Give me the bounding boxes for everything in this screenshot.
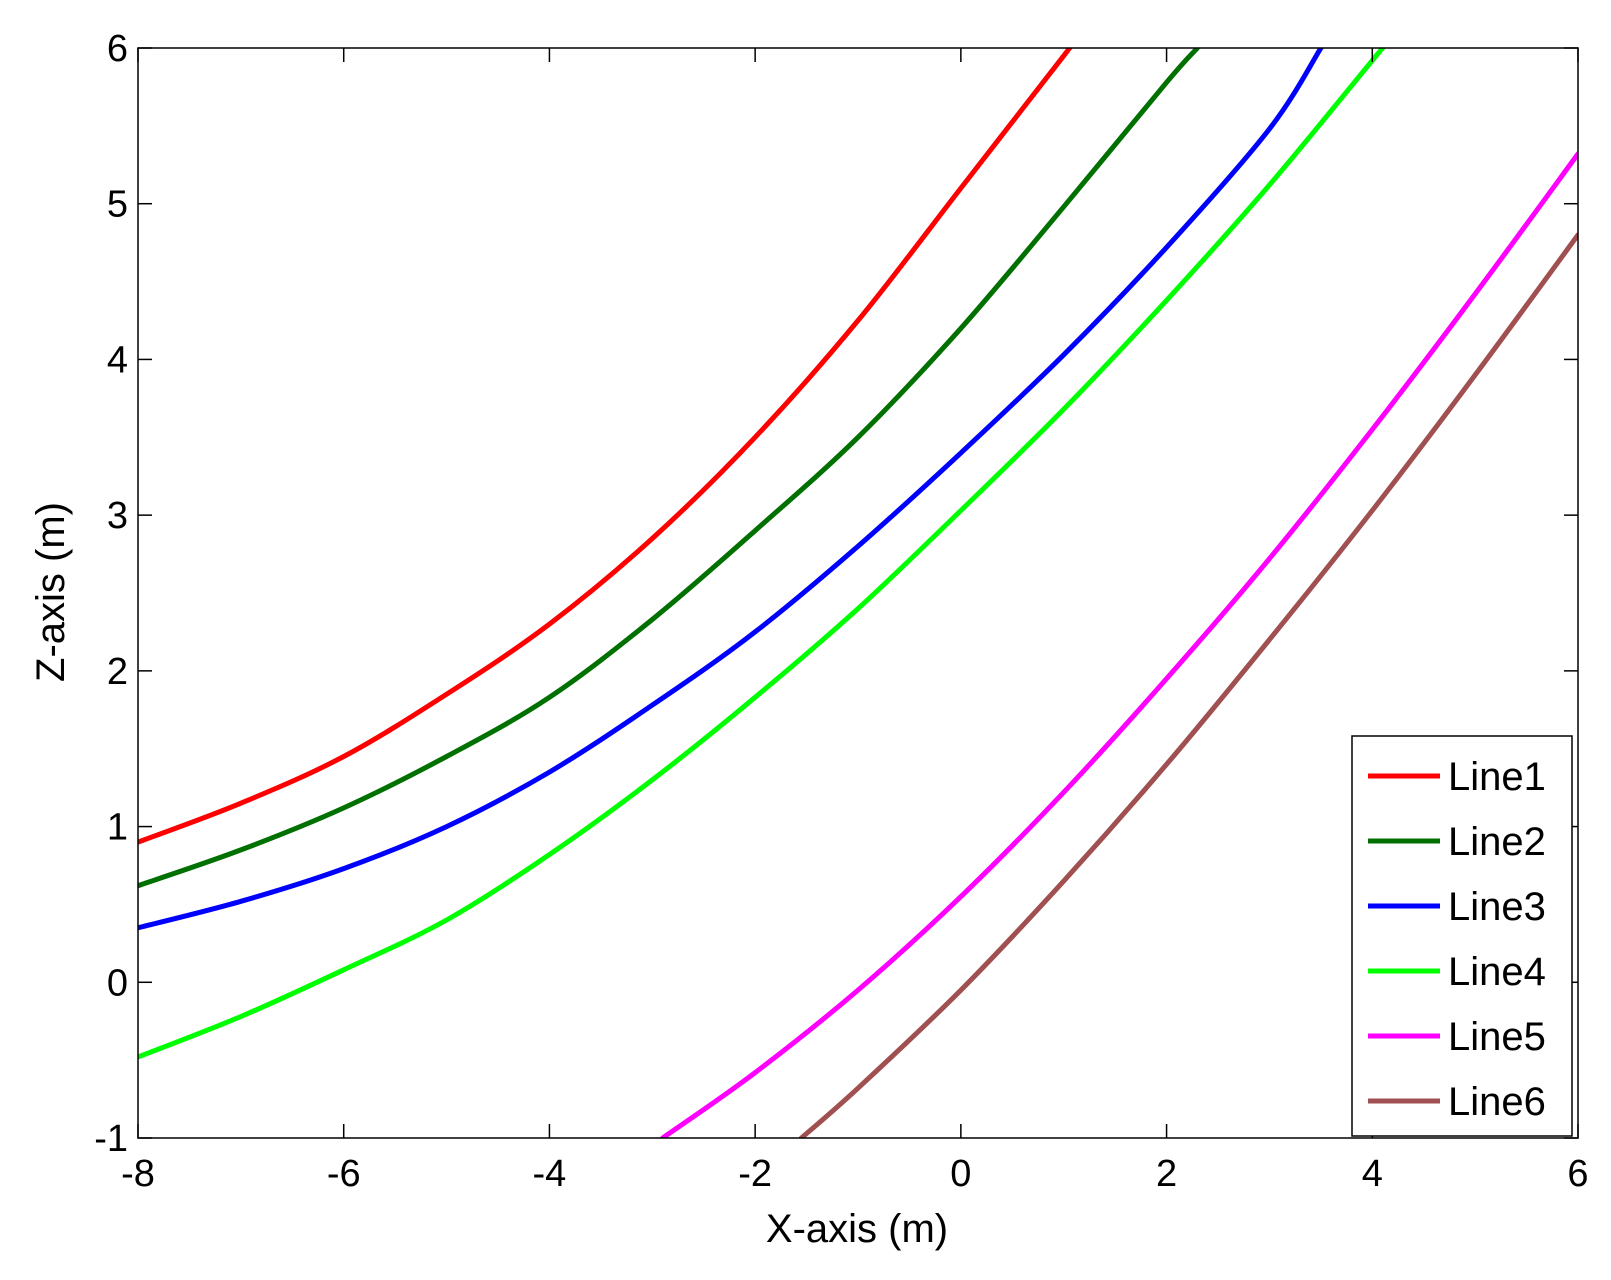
series-line-4 [138,48,1386,1060]
series-line-5 [660,151,1578,1138]
legend-label: Line5 [1448,1015,1546,1059]
y-tick-label: 6 [107,28,128,70]
y-tick-label: 4 [107,339,128,381]
x-tick-label: 6 [1567,1153,1588,1195]
x-tick-label: 4 [1362,1153,1383,1195]
x-tick-label: 2 [1156,1153,1177,1195]
y-tick-label: 1 [107,807,128,849]
x-tick-label: -8 [121,1153,155,1195]
y-tick-label: 3 [107,495,128,537]
x-tick-label: 0 [950,1153,971,1195]
legend-label: Line2 [1448,820,1546,864]
legend-label: Line6 [1448,1080,1546,1124]
series-line-1 [138,48,1073,845]
x-tick-label: -4 [533,1153,567,1195]
series-line-6 [798,232,1578,1138]
series-line-3 [138,48,1324,931]
y-axis-title: Z-axis (m) [29,502,73,682]
y-tick-label: 5 [107,184,128,226]
legend-box [1351,735,1573,1137]
ticks-layer: -8 -6 -4 -2 0 2 4 6 -1 0 1 2 3 4 5 6 [94,28,1588,1195]
legend: Line1 Line2 Line3 Line4 Line5 Line6 [1351,735,1573,1137]
legend-label: Line4 [1448,950,1546,994]
y-tick-label: 0 [107,962,128,1004]
x-axis-title: X-axis (m) [766,1207,948,1251]
x-tick-label: -2 [738,1153,772,1195]
legend-label: Line1 [1448,755,1546,799]
plot-frame [137,47,1579,1139]
legend-label: Line3 [1448,885,1546,929]
x-tick-label: -6 [327,1153,361,1195]
axes-layer [137,47,1579,1139]
y-tick-label: -1 [94,1118,128,1160]
series-line-2 [138,48,1200,889]
series-layer [138,48,1578,1138]
y-tick-label: 2 [107,651,128,693]
